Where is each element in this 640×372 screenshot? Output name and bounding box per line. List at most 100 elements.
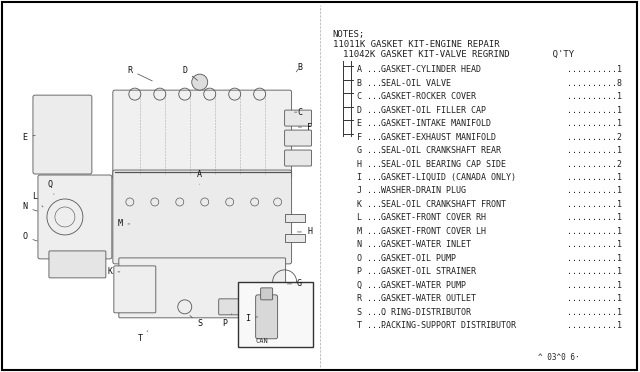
Text: C ....: C .... <box>356 92 387 101</box>
Text: L: L <box>33 192 43 207</box>
Text: ..........1: ..........1 <box>567 92 622 101</box>
Text: C: C <box>294 108 302 116</box>
FancyBboxPatch shape <box>113 90 292 179</box>
Text: GASKET-ROCKER COVER: GASKET-ROCKER COVER <box>381 92 476 101</box>
Text: ..........1: ..........1 <box>567 186 622 196</box>
Text: G: G <box>287 279 302 288</box>
Text: GASKET-WATER INLET: GASKET-WATER INLET <box>381 240 470 250</box>
FancyBboxPatch shape <box>114 266 156 313</box>
Text: SEAL-OIL BEARING CAP SIDE: SEAL-OIL BEARING CAP SIDE <box>381 160 506 169</box>
Text: I ....: I .... <box>356 173 387 182</box>
Text: L ....: L .... <box>356 214 387 222</box>
Text: O RING-DISTRIBUTOR: O RING-DISTRIBUTOR <box>381 308 470 317</box>
FancyBboxPatch shape <box>219 299 239 315</box>
Text: ..........1: ..........1 <box>567 294 622 303</box>
FancyBboxPatch shape <box>260 288 273 300</box>
FancyBboxPatch shape <box>119 258 285 318</box>
Text: K ....: K .... <box>356 200 387 209</box>
Text: ..........1: ..........1 <box>567 146 622 155</box>
Text: T: T <box>138 331 148 343</box>
FancyBboxPatch shape <box>49 251 106 278</box>
Text: ..........1: ..........1 <box>567 214 622 222</box>
Text: D: D <box>182 65 198 80</box>
Text: GASKET-OIL FILLER CAP: GASKET-OIL FILLER CAP <box>381 106 486 115</box>
Text: GASKET-EXHAUST MANIFOLD: GASKET-EXHAUST MANIFOLD <box>381 132 495 142</box>
Text: M ....: M .... <box>356 227 387 236</box>
Text: PACKING-SUPPORT DISTRIBUTOR: PACKING-SUPPORT DISTRIBUTOR <box>381 321 515 330</box>
Text: ..........1: ..........1 <box>567 308 622 317</box>
Text: O: O <box>22 232 37 241</box>
Text: GASKET-WATER OUTLET: GASKET-WATER OUTLET <box>381 294 476 303</box>
FancyBboxPatch shape <box>33 95 92 174</box>
Text: D ....: D .... <box>356 106 387 115</box>
Text: CAN: CAN <box>255 338 268 344</box>
Text: GASKET-FRONT COVER LH: GASKET-FRONT COVER LH <box>381 227 486 236</box>
Text: ..........1: ..........1 <box>567 200 622 209</box>
FancyBboxPatch shape <box>113 170 292 264</box>
Text: WASHER-DRAIN PLUG: WASHER-DRAIN PLUG <box>381 186 465 196</box>
Text: ..........8: ..........8 <box>567 78 622 88</box>
Text: S: S <box>190 315 202 328</box>
Text: B ....: B .... <box>356 78 387 88</box>
Text: H ....: H .... <box>356 160 387 169</box>
Circle shape <box>192 74 208 90</box>
Bar <box>237 282 312 347</box>
Text: E ....: E .... <box>356 119 387 128</box>
Text: A: A <box>197 170 202 184</box>
Text: 11011K GASKET KIT-ENGINE REPAIR: 11011K GASKET KIT-ENGINE REPAIR <box>333 40 499 49</box>
Text: F ....: F .... <box>356 132 387 142</box>
Text: GASKET-CYLINDER HEAD: GASKET-CYLINDER HEAD <box>381 65 481 74</box>
Text: GASKET-FRONT COVER RH: GASKET-FRONT COVER RH <box>381 214 486 222</box>
Text: S ....: S .... <box>356 308 387 317</box>
Text: ..........1: ..........1 <box>567 254 622 263</box>
Text: ..........1: ..........1 <box>567 227 622 236</box>
Text: ..........1: ..........1 <box>567 119 622 128</box>
Bar <box>285 214 305 222</box>
FancyBboxPatch shape <box>38 175 112 259</box>
Text: SEAL-OIL VALVE: SEAL-OIL VALVE <box>381 78 451 88</box>
Text: ..........1: ..........1 <box>567 106 622 115</box>
Text: ..........1: ..........1 <box>567 65 622 74</box>
Text: ..........1: ..........1 <box>567 267 622 276</box>
Text: R: R <box>127 65 152 81</box>
Text: N ....: N .... <box>356 240 387 250</box>
Text: F: F <box>298 123 312 132</box>
Bar <box>285 234 305 242</box>
Text: NOTES;: NOTES; <box>333 30 365 39</box>
Text: ..........1: ..........1 <box>567 173 622 182</box>
FancyBboxPatch shape <box>285 130 312 146</box>
Text: Q ....: Q .... <box>356 281 387 290</box>
Text: A ....: A .... <box>356 65 387 74</box>
Text: O ....: O .... <box>356 254 387 263</box>
Text: GASKET-OIL PUMP: GASKET-OIL PUMP <box>381 254 456 263</box>
Text: ..........1: ..........1 <box>567 240 622 250</box>
Text: ..........2: ..........2 <box>567 160 622 169</box>
Text: GASKET-OIL STRAINER: GASKET-OIL STRAINER <box>381 267 476 276</box>
FancyBboxPatch shape <box>255 295 278 339</box>
Text: G ....: G .... <box>356 146 387 155</box>
Text: ..........1: ..........1 <box>567 321 622 330</box>
Text: M: M <box>117 219 130 228</box>
Text: R ....: R .... <box>356 294 387 303</box>
Text: H: H <box>298 227 312 237</box>
Text: N: N <box>22 202 37 211</box>
Text: P ....: P .... <box>356 267 387 276</box>
Text: SEAL-OIL CRANKSHAFT FRONT: SEAL-OIL CRANKSHAFT FRONT <box>381 200 506 209</box>
Text: I: I <box>245 314 258 323</box>
Text: ..........1: ..........1 <box>567 281 622 290</box>
Text: B: B <box>296 62 302 72</box>
Text: 11042K GASKET KIT-VALVE REGRIND        Q'TY: 11042K GASKET KIT-VALVE REGRIND Q'TY <box>342 50 573 59</box>
Text: SEAL-OIL CRANKSHAFT REAR: SEAL-OIL CRANKSHAFT REAR <box>381 146 500 155</box>
Text: GASKET-LIQUID (CANADA ONLY): GASKET-LIQUID (CANADA ONLY) <box>381 173 515 182</box>
Text: T ....: T .... <box>356 321 387 330</box>
Text: GASKET-INTAKE MANIFOLD: GASKET-INTAKE MANIFOLD <box>381 119 490 128</box>
Text: J ....: J .... <box>356 186 387 196</box>
Text: ^ 03^0 6·: ^ 03^0 6· <box>538 353 579 362</box>
Text: Q: Q <box>47 180 54 195</box>
FancyBboxPatch shape <box>285 150 312 166</box>
Text: GASKET-WATER PUMP: GASKET-WATER PUMP <box>381 281 465 290</box>
Text: E: E <box>22 132 35 142</box>
Text: K: K <box>108 267 120 276</box>
Text: ..........2: ..........2 <box>567 132 622 142</box>
Text: P: P <box>222 314 232 328</box>
